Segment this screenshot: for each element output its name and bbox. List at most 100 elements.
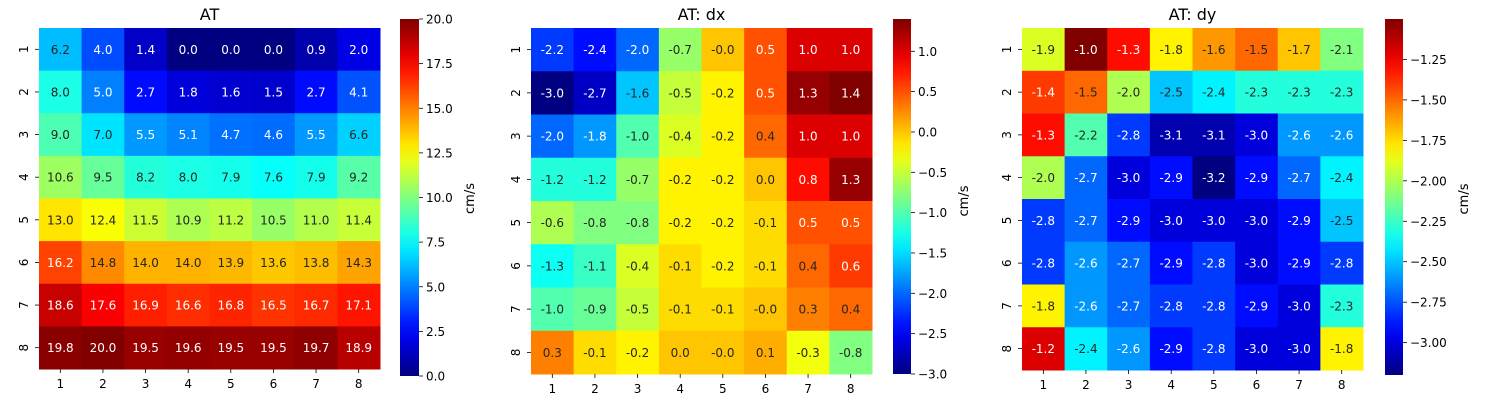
heatmap-cell [252, 198, 296, 242]
colorbar-tick-label: −1.75 [1410, 134, 1447, 148]
heatmap-cell [786, 157, 830, 202]
heatmap-cell [209, 198, 253, 242]
heatmap-cell [701, 157, 745, 202]
cell-value-label: 4.6 [264, 128, 283, 142]
cell-value-label: -2.6 [1330, 128, 1353, 142]
x-tick-label: 1 [1039, 378, 1047, 392]
cell-value-label: -0.0 [754, 303, 777, 317]
cell-value-label: -1.2 [1032, 342, 1055, 356]
heatmap-cell [744, 201, 788, 245]
cell-value-label: 0.4 [756, 130, 775, 144]
heatmap-cell [701, 201, 745, 245]
heatmap-cell [1022, 199, 1066, 243]
heatmap-cell [81, 198, 125, 242]
cell-value-label: -2.8 [1032, 257, 1055, 271]
heatmap-cell [124, 70, 168, 114]
x-tick-label: 7 [804, 382, 812, 396]
cell-value-label: -2.4 [1330, 171, 1353, 185]
cell-value-label: -3.0 [1287, 299, 1310, 313]
cell-value-label: -0.4 [626, 259, 649, 273]
cell-value-label: 1.0 [841, 43, 860, 57]
heatmap-cell [209, 28, 253, 72]
heatmap-cell [531, 114, 575, 159]
heatmap-cell [124, 326, 168, 370]
cell-value-label: 5.5 [307, 128, 326, 142]
heatmap-cell [294, 241, 338, 285]
cell-value-label: -0.1 [711, 303, 734, 317]
cell-value-label: -1.7 [1287, 43, 1310, 57]
colorbar-tick-label: −2.0 [918, 287, 947, 301]
heatmap-cell [1320, 241, 1364, 285]
heatmap-cell [124, 198, 168, 242]
cell-value-label: -1.8 [583, 130, 606, 144]
heatmap-cell [744, 244, 788, 288]
chart-title: AT: dy [1169, 5, 1217, 24]
cell-value-label: -2.9 [1245, 299, 1268, 313]
cell-value-label: -1.9 [1032, 43, 1055, 57]
heatmap-cell [1064, 113, 1108, 157]
y-tick-label: 6 [1000, 259, 1014, 267]
y-tick-label: 7 [1000, 302, 1014, 310]
cell-value-label: 5.1 [179, 128, 198, 142]
heatmap-cell [573, 201, 617, 245]
heatmap-cell [531, 287, 575, 332]
heatmap-cell [658, 28, 702, 72]
heatmap-cell [39, 155, 83, 199]
heatmap-cell [1064, 327, 1108, 371]
heatmap-cell [1235, 199, 1279, 243]
heatmap-cell [1149, 284, 1193, 328]
cell-value-label: 10.9 [175, 213, 202, 227]
heatmap-cell [701, 244, 745, 288]
heatmap-cell [786, 71, 830, 115]
cell-value-label: -0.5 [668, 86, 691, 100]
heatmap-cell [1064, 284, 1108, 328]
cell-value-label: -3.1 [1159, 128, 1182, 142]
cell-value-label: 8.2 [136, 171, 155, 185]
x-tick-label: 6 [270, 377, 278, 391]
heatmap-cell [166, 113, 210, 157]
cell-value-label: -3.0 [1287, 342, 1310, 356]
cell-value-label: 0.5 [841, 216, 860, 230]
cell-value-label: -1.8 [1159, 43, 1182, 57]
y-tick-label: 2 [509, 89, 523, 97]
x-tick-label: 3 [142, 377, 150, 391]
x-tick-label: 1 [56, 377, 64, 391]
heatmap-cell [337, 326, 381, 370]
cell-value-label: -2.3 [1330, 86, 1353, 100]
cell-value-label: 16.8 [217, 299, 244, 313]
y-tick-label: 1 [509, 46, 523, 54]
x-tick-label: 2 [1082, 378, 1090, 392]
cell-value-label: -2.0 [1032, 171, 1055, 185]
heatmap-cell [39, 283, 83, 327]
cell-value-label: 5.5 [136, 128, 155, 142]
cell-value-label: -2.8 [1202, 342, 1225, 356]
heatmap-cell [337, 198, 381, 242]
cell-value-label: -2.6 [1117, 342, 1140, 356]
cell-value-label: 7.6 [264, 171, 283, 185]
cell-value-label: 9.2 [349, 171, 368, 185]
cell-value-label: -2.8 [1159, 299, 1182, 313]
cell-value-label: 0.0 [179, 43, 198, 57]
x-tick-label: 4 [1167, 378, 1175, 392]
heatmap-cell [166, 198, 210, 242]
heatmap-cell [39, 113, 83, 157]
cell-value-label: -2.7 [583, 86, 606, 100]
heatmap-cell [1107, 28, 1151, 72]
cell-value-label: 7.0 [93, 128, 112, 142]
heatmap-cell [1149, 28, 1193, 72]
cell-value-label: 1.5 [264, 85, 283, 99]
heatmap-cell [252, 28, 296, 72]
cell-value-label: -0.7 [668, 43, 691, 57]
heatmap-cell [1107, 156, 1151, 200]
chart-title: AT: dx [678, 5, 726, 24]
heatmap-cell [252, 113, 296, 157]
cell-value-label: -0.5 [626, 303, 649, 317]
heatmap-cell [252, 241, 296, 285]
cell-value-label: -0.2 [668, 173, 691, 187]
heatmap-cell [1064, 241, 1108, 285]
colorbar-tick-label: −1.5 [918, 246, 947, 260]
colorbar-tick-label: 0.5 [918, 85, 937, 99]
cell-value-label: -0.2 [711, 173, 734, 187]
cell-value-label: -2.7 [1287, 171, 1310, 185]
y-tick-label: 2 [1000, 88, 1014, 96]
